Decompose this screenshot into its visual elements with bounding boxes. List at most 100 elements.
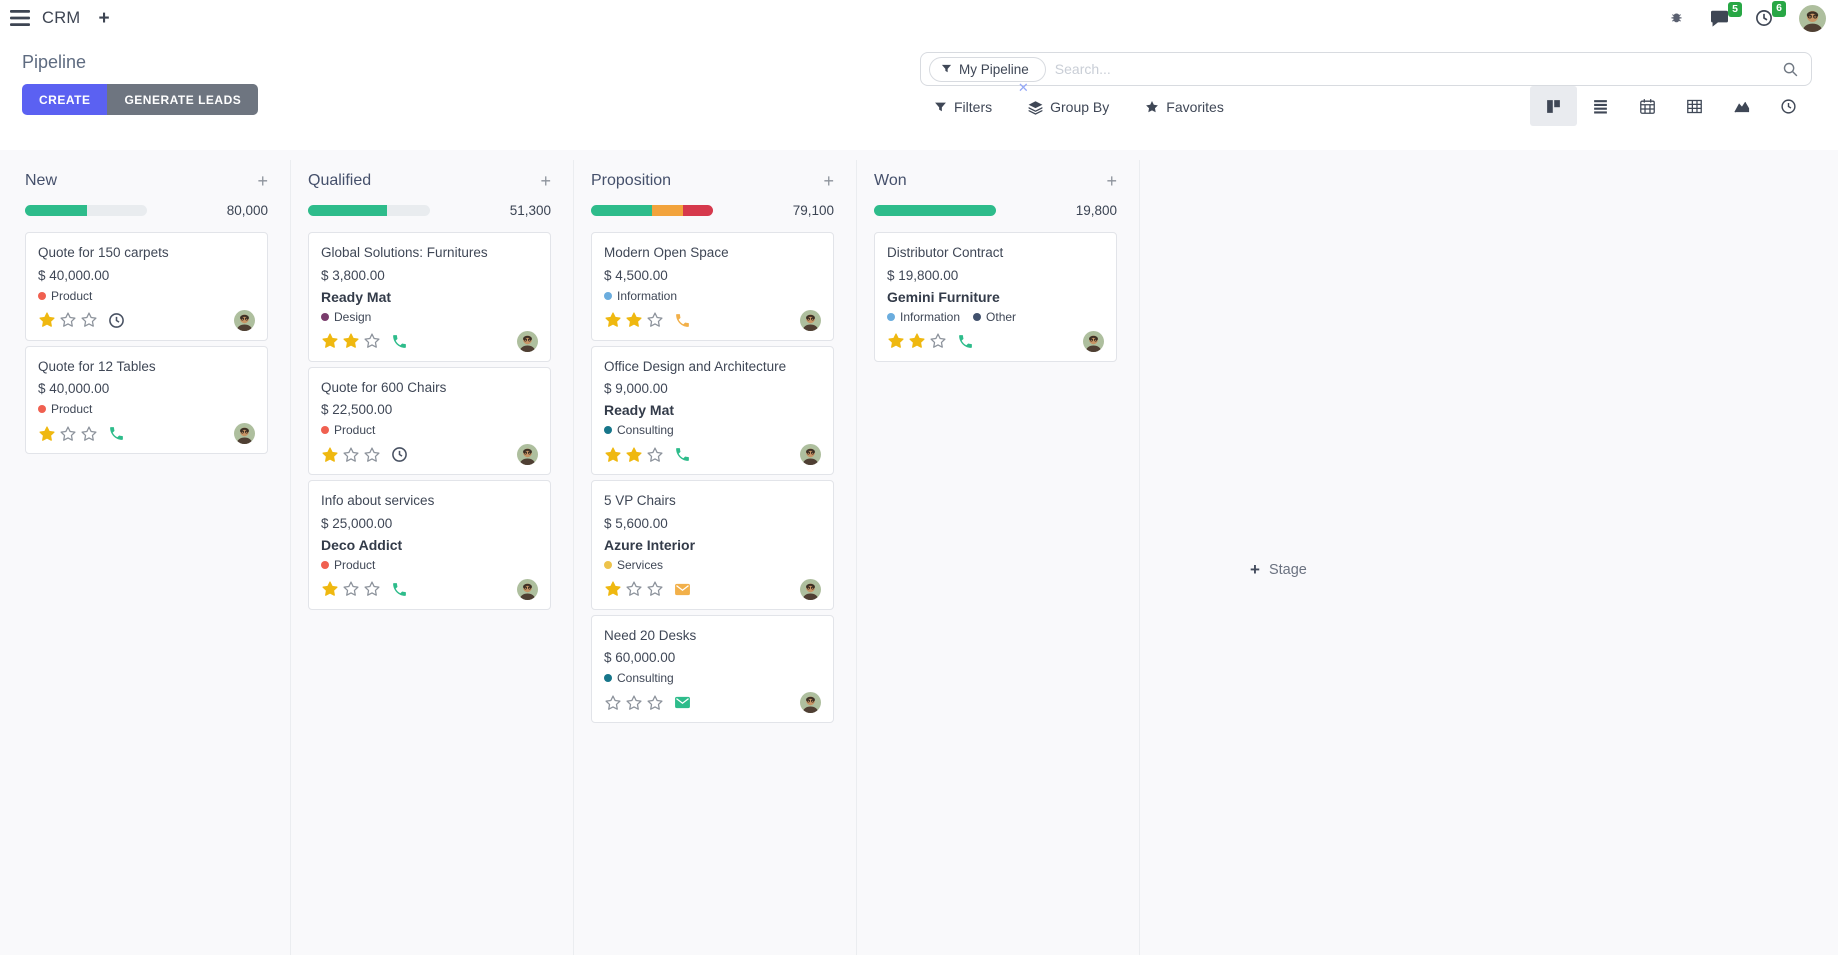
search-icon[interactable]	[1782, 61, 1799, 78]
search-input[interactable]	[1045, 60, 1782, 78]
priority-star-icon[interactable]	[342, 332, 360, 350]
kanban-card[interactable]: Info about services $ 25,000.00 Deco Add…	[308, 480, 551, 610]
priority-star-icon[interactable]	[80, 425, 98, 443]
progressbar-segment[interactable]	[25, 205, 88, 216]
priority-star-icon[interactable]	[646, 446, 664, 464]
priority-widget[interactable]	[38, 425, 101, 443]
group-by-menu[interactable]: Group By	[1028, 99, 1109, 115]
progressbar-segment[interactable]	[874, 205, 996, 216]
stage-quick-add-icon[interactable]: +	[1106, 171, 1117, 191]
messages-icon[interactable]: 5	[1710, 1, 1742, 27]
priority-star-icon[interactable]	[908, 332, 926, 350]
phone-activity-icon[interactable]	[391, 333, 408, 350]
phone-activity-icon[interactable]	[108, 425, 125, 442]
email-activity-icon[interactable]	[674, 581, 691, 598]
clock-activity-icon[interactable]	[391, 446, 408, 463]
kanban-card[interactable]: Office Design and Architecture $ 9,000.0…	[591, 345, 834, 476]
priority-star-icon[interactable]	[604, 580, 622, 598]
priority-star-icon[interactable]	[59, 425, 77, 443]
priority-widget[interactable]	[604, 311, 667, 329]
apps-menu-icon[interactable]	[10, 10, 30, 26]
priority-widget[interactable]	[604, 580, 667, 598]
stage-quick-add-icon[interactable]: +	[257, 171, 268, 191]
priority-star-icon[interactable]	[363, 580, 381, 598]
priority-widget[interactable]	[604, 446, 667, 464]
debug-bug-icon[interactable]	[1669, 11, 1684, 26]
priority-star-icon[interactable]	[321, 446, 339, 464]
priority-widget[interactable]	[321, 580, 384, 598]
priority-star-icon[interactable]	[625, 580, 643, 598]
priority-star-icon[interactable]	[342, 580, 360, 598]
stage-progressbar[interactable]	[591, 205, 713, 216]
kanban-card[interactable]: Quote for 12 Tables $ 40,000.00 Product	[25, 345, 268, 455]
kanban-card[interactable]: Modern Open Space $ 4,500.00 Information	[591, 232, 834, 341]
priority-star-icon[interactable]	[646, 311, 664, 329]
kanban-card[interactable]: Need 20 Desks $ 60,000.00 Consulting	[591, 614, 834, 724]
kanban-view-button[interactable]	[1530, 86, 1577, 126]
add-stage-button[interactable]: + Stage	[1250, 560, 1307, 579]
progressbar-segment[interactable]	[682, 205, 713, 216]
pivot-view-button[interactable]	[1671, 86, 1718, 126]
phone-activity-icon[interactable]	[391, 581, 408, 598]
kanban-card[interactable]: Quote for 600 Chairs $ 22,500.00 Product	[308, 366, 551, 476]
user-avatar[interactable]	[1799, 4, 1826, 32]
filters-menu[interactable]: Filters	[934, 99, 992, 115]
calendar-view-button[interactable]	[1624, 86, 1671, 126]
priority-star-icon[interactable]	[625, 694, 643, 712]
priority-widget[interactable]	[321, 332, 384, 350]
priority-star-icon[interactable]	[38, 425, 56, 443]
stage-name[interactable]: Qualified	[308, 172, 372, 189]
kanban-card[interactable]: Quote for 150 carpets $ 40,000.00 Produc…	[25, 232, 268, 341]
phone-activity-icon[interactable]	[674, 446, 691, 463]
stage-progressbar[interactable]	[874, 205, 996, 216]
priority-star-icon[interactable]	[59, 311, 77, 329]
progressbar-segment[interactable]	[652, 205, 683, 216]
priority-widget[interactable]	[604, 694, 667, 712]
kanban-card[interactable]: Global Solutions: Furnitures $ 3,800.00 …	[308, 232, 551, 362]
progressbar-segment[interactable]	[591, 205, 652, 216]
stage-name[interactable]: Proposition	[591, 172, 672, 189]
activity-view-button[interactable]	[1765, 86, 1812, 126]
priority-star-icon[interactable]	[604, 694, 622, 712]
stage-name[interactable]: New	[25, 172, 58, 189]
priority-widget[interactable]	[38, 311, 101, 329]
new-window-plus-icon[interactable]: +	[98, 7, 110, 29]
priority-star-icon[interactable]	[342, 446, 360, 464]
priority-star-icon[interactable]	[646, 580, 664, 598]
priority-star-icon[interactable]	[625, 311, 643, 329]
stage-quick-add-icon[interactable]: +	[540, 171, 551, 191]
app-name[interactable]: CRM	[42, 8, 81, 27]
kanban-card[interactable]: Distributor Contract $ 19,800.00 Gemini …	[874, 232, 1117, 362]
priority-star-icon[interactable]	[321, 332, 339, 350]
stage-quick-add-icon[interactable]: +	[823, 171, 834, 191]
priority-widget[interactable]	[887, 332, 950, 350]
priority-star-icon[interactable]	[929, 332, 947, 350]
create-button[interactable]: CREATE	[22, 84, 108, 115]
priority-widget[interactable]	[321, 446, 384, 464]
search-facet[interactable]: My Pipeline ✕	[929, 56, 1046, 95]
email-activity-icon[interactable]	[674, 694, 691, 711]
progressbar-segment[interactable]	[308, 205, 388, 216]
clock-activity-icon[interactable]	[108, 312, 125, 329]
priority-star-icon[interactable]	[363, 446, 381, 464]
priority-star-icon[interactable]	[646, 694, 664, 712]
priority-star-icon[interactable]	[363, 332, 381, 350]
graph-view-button[interactable]	[1718, 86, 1765, 126]
stage-progressbar[interactable]	[25, 205, 147, 216]
priority-star-icon[interactable]	[321, 580, 339, 598]
activities-clock-icon[interactable]: 6	[1755, 1, 1786, 27]
priority-star-icon[interactable]	[625, 446, 643, 464]
facet-remove-icon[interactable]: ✕	[1017, 79, 1029, 95]
priority-star-icon[interactable]	[604, 446, 622, 464]
generate-leads-button[interactable]: GENERATE LEADS	[107, 84, 259, 115]
search-bar[interactable]: My Pipeline ✕	[920, 52, 1812, 95]
phone-activity-icon[interactable]	[957, 333, 974, 350]
priority-star-icon[interactable]	[80, 311, 98, 329]
priority-star-icon[interactable]	[887, 332, 905, 350]
phone-activity-icon[interactable]	[674, 312, 691, 329]
priority-star-icon[interactable]	[38, 311, 56, 329]
stage-name[interactable]: Won	[874, 172, 907, 189]
stage-progressbar[interactable]	[308, 205, 430, 216]
priority-star-icon[interactable]	[604, 311, 622, 329]
kanban-card[interactable]: 5 VP Chairs $ 5,600.00 Azure Interior Se…	[591, 480, 834, 610]
